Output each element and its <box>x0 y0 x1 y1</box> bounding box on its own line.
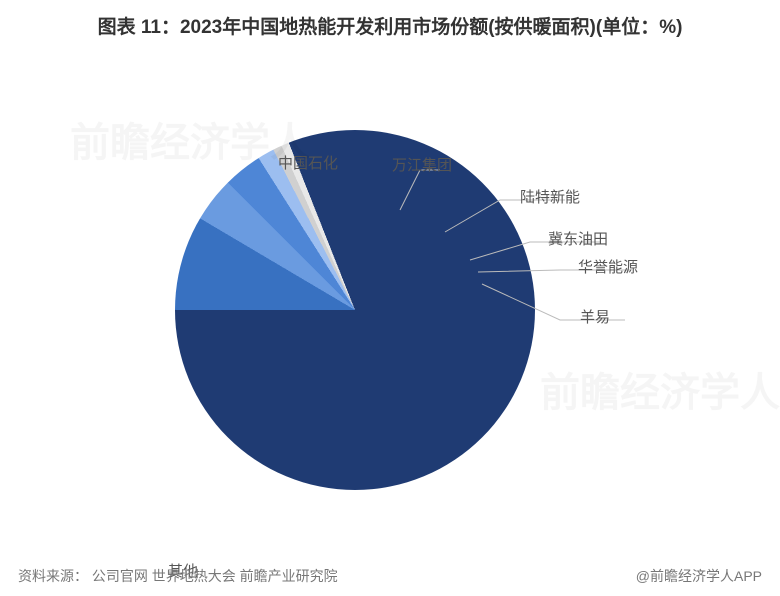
slice-label: 冀东油田 <box>548 228 608 249</box>
source-line: 资料来源： 公司官网 世界地热大会 前瞻产业研究院 <box>18 566 338 586</box>
chart-title: 图表 11：2023年中国地热能开发利用市场份额(按供暖面积)(单位：%) <box>0 0 780 43</box>
pie-disc <box>175 130 535 490</box>
slice-label: 万江集团 <box>392 154 452 175</box>
slice-label: 中国石化 <box>278 152 338 173</box>
source-text: 公司官网 世界地热大会 前瞻产业研究院 <box>92 568 338 584</box>
slice-label: 羊易 <box>580 306 610 327</box>
slice-label: 陆特新能 <box>520 186 580 207</box>
slice-label: 华誉能源 <box>578 256 638 277</box>
chart-footer: 资料来源： 公司官网 世界地热大会 前瞻产业研究院 @前瞻经济学人APP <box>0 558 780 596</box>
pie-chart: 中国石化万江集团陆特新能冀东油田华誉能源羊易其他 <box>0 70 780 540</box>
attribution: @前瞻经济学人APP <box>636 566 762 586</box>
source-label: 资料来源： <box>18 568 88 584</box>
